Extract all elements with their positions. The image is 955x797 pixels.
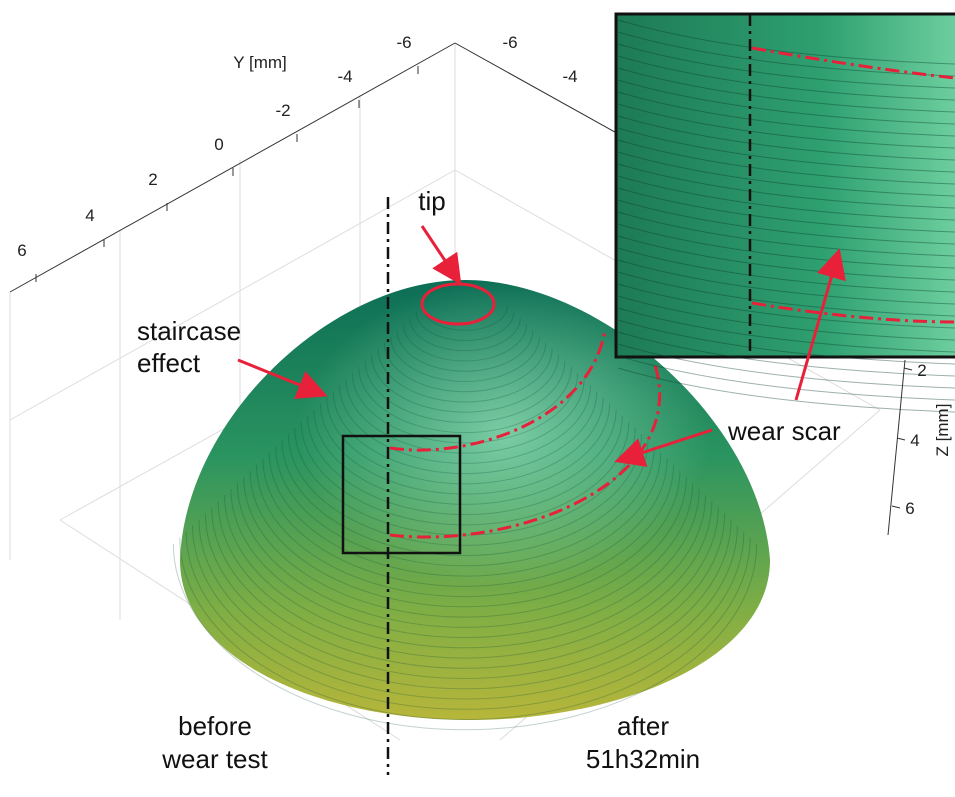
annotation: effect — [137, 348, 201, 378]
x-tick-label: -6 — [502, 33, 517, 52]
figure: 6420-2-4-6-6-4246 Y [mm] Z [mm] tip stai… — [0, 0, 955, 797]
x-tick-label: -4 — [562, 67, 577, 86]
y-tick-label: 0 — [214, 135, 223, 154]
y-tick-label: -4 — [337, 67, 352, 86]
tick-mark — [897, 438, 905, 440]
y-axis-label: Y [mm] — [233, 53, 287, 72]
label: after — [617, 711, 669, 741]
z-tick-label: 2 — [917, 361, 926, 380]
z-tick-label: 6 — [905, 499, 914, 518]
label: 51h32min — [586, 744, 700, 774]
y-tick-label: -6 — [396, 33, 411, 52]
y-tick-label: 2 — [148, 170, 157, 189]
annotation: wear scar — [727, 416, 841, 446]
inset — [616, 14, 955, 412]
y-tick-label: -2 — [275, 101, 290, 120]
label: before — [178, 711, 252, 741]
annotation: staircase — [137, 316, 241, 346]
y-tick-label: 6 — [17, 241, 26, 260]
z-tick-label: 4 — [910, 431, 919, 450]
x-axis — [455, 43, 640, 146]
tick-mark — [892, 506, 900, 508]
y-tick-label: 4 — [85, 206, 94, 225]
label: wear test — [161, 744, 268, 774]
tick-mark — [904, 368, 912, 370]
annotation: tip — [418, 186, 445, 216]
z-axis — [888, 360, 905, 535]
